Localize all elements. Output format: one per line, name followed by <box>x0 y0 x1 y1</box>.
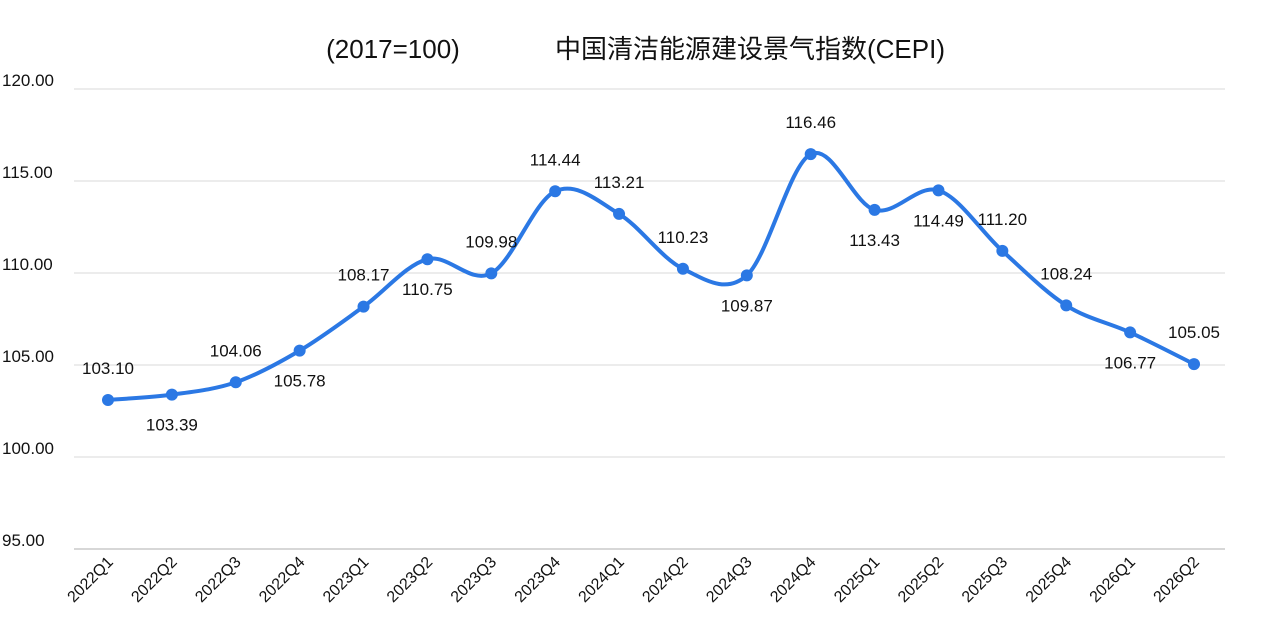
x-tick-label: 2025Q1 <box>831 554 883 606</box>
data-point-marker <box>102 393 114 406</box>
data-point-marker <box>421 253 434 266</box>
x-tick-label: 2025Q4 <box>1023 554 1075 606</box>
data-label: 111.20 <box>978 210 1027 229</box>
data-label: 109.98 <box>465 232 517 251</box>
data-label: 116.46 <box>785 113 836 132</box>
data-point-marker <box>932 184 945 197</box>
data-label: 109.87 <box>721 296 773 315</box>
y-tick-label: 115.00 <box>2 163 53 182</box>
x-tick-label: 2024Q2 <box>639 554 691 606</box>
data-point-marker <box>485 267 498 280</box>
data-point-marker <box>740 269 753 282</box>
x-tick-label: 2025Q3 <box>959 554 1011 606</box>
data-label: 113.43 <box>849 231 900 250</box>
data-label: 114.49 <box>913 211 964 230</box>
x-tick-label: 2023Q1 <box>320 554 372 606</box>
data-label: 103.10 <box>82 359 134 378</box>
y-axis-ticks: 95.00 100.00 105.00 110.00 115.00 120.00 <box>2 71 54 550</box>
chart-title: 中国清洁能源建设景气指数(CEPI) <box>555 34 945 64</box>
x-tick-label: 2022Q1 <box>65 554 117 606</box>
x-axis-ticks: 2022Q1 2022Q2 2022Q3 2022Q4 2023Q1 2023Q2 2023… <box>65 554 1203 606</box>
data-label: 113.21 <box>594 173 645 192</box>
data-point-marker <box>868 203 881 216</box>
x-tick-label: 2024Q4 <box>767 554 819 606</box>
data-point-marker <box>229 376 242 389</box>
data-point-marker <box>1188 358 1200 371</box>
x-tick-label: 2026Q1 <box>1087 554 1139 606</box>
data-point-marker <box>676 262 689 275</box>
x-tick-label: 2022Q4 <box>256 554 308 606</box>
data-point-marker <box>1124 326 1137 339</box>
data-label-layer: 103.10 103.39 104.06 105.78 108.17 110.75 109.… <box>82 113 1220 434</box>
marker-layer <box>102 148 1200 406</box>
y-tick-label: 100.00 <box>2 439 54 458</box>
data-label: 110.23 <box>658 228 709 247</box>
data-label: 114.44 <box>530 150 581 169</box>
data-point-marker <box>357 300 370 313</box>
x-tick-label: 2024Q3 <box>703 554 755 606</box>
data-label: 105.78 <box>274 372 326 391</box>
chart-subtitle: (2017=100) <box>326 34 460 64</box>
data-label: 105.05 <box>1168 323 1220 342</box>
x-tick-label: 2023Q3 <box>448 554 500 606</box>
x-tick-label: 2022Q3 <box>192 554 244 606</box>
x-tick-label: 2022Q2 <box>128 554 180 606</box>
data-point-marker <box>549 185 562 198</box>
series-line <box>106 150 1196 402</box>
data-label: 104.06 <box>210 341 262 360</box>
data-label: 108.17 <box>338 266 390 285</box>
series-line-layer <box>106 150 1196 402</box>
data-point-marker <box>804 148 817 161</box>
x-tick-label: 2024Q1 <box>576 554 628 606</box>
data-point-marker <box>613 207 626 220</box>
y-tick-label: 110.00 <box>2 255 53 274</box>
data-label: 108.24 <box>1040 264 1092 283</box>
data-label: 110.75 <box>402 280 453 299</box>
x-tick-label: 2023Q2 <box>384 554 436 606</box>
y-tick-label: 105.00 <box>2 347 54 366</box>
x-tick-label: 2023Q4 <box>512 554 564 606</box>
data-label: 103.39 <box>146 416 198 435</box>
data-point-marker <box>996 244 1009 257</box>
data-point-marker <box>165 388 178 401</box>
gridlines <box>74 88 1225 550</box>
data-point-marker <box>1060 299 1073 312</box>
data-label: 106.77 <box>1104 353 1156 372</box>
x-tick-label: 2026Q2 <box>1151 554 1203 606</box>
y-tick-label: 95.00 <box>2 531 45 550</box>
data-point-marker <box>293 344 306 357</box>
y-tick-label: 120.00 <box>2 71 54 90</box>
x-tick-label: 2025Q2 <box>895 554 947 606</box>
